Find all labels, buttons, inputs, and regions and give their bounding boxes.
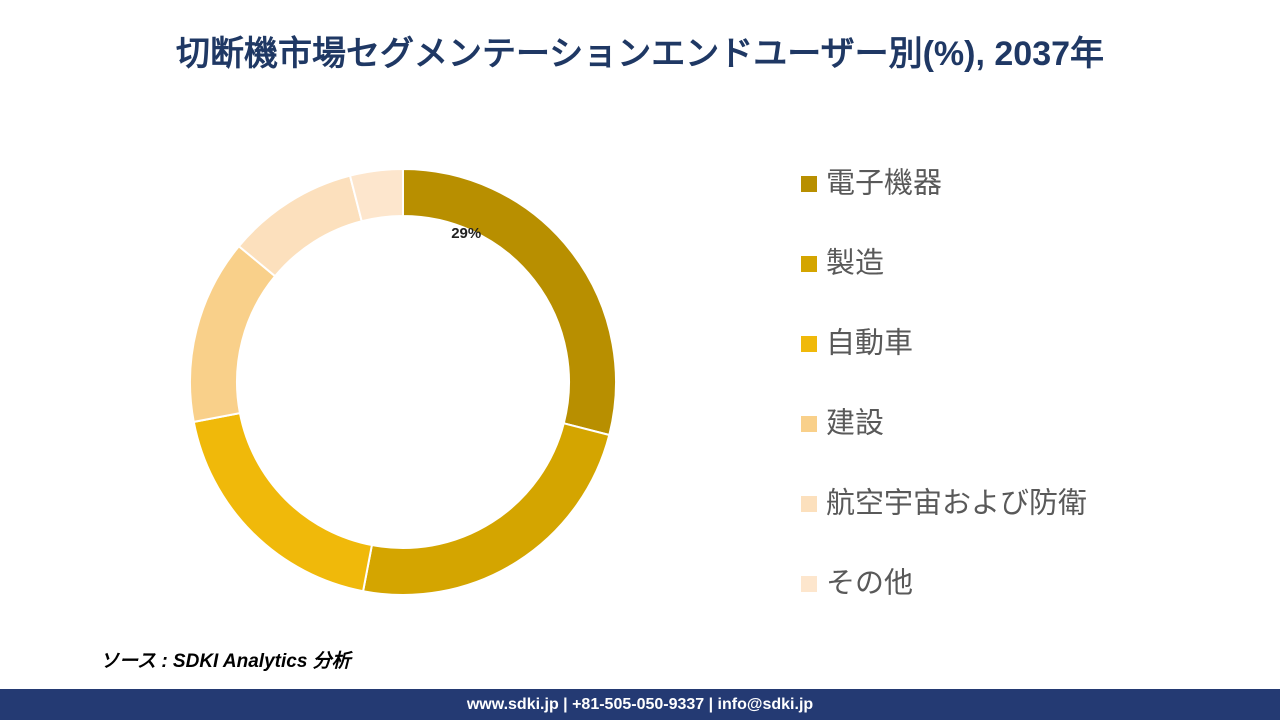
- donut-segment: [189, 244, 277, 424]
- source: ソース : SDKI Analytics 分析: [100, 651, 351, 672]
- legend-swatch: [801, 416, 817, 432]
- legend-swatch: [801, 336, 817, 352]
- legend-swatch: [801, 256, 817, 272]
- donut-segment: [402, 167, 617, 437]
- legend-label: 自動車: [826, 327, 913, 360]
- footer: www.sdki.jp | +81-505-050-9337 | info@sd…: [0, 689, 1280, 720]
- chart-title: 切断機市場セグメンテーションエンドユーザー別(%), 2037年: [175, 35, 1105, 73]
- legend-label: 建設: [826, 407, 884, 440]
- donut-segment: [361, 422, 611, 596]
- legend-label: 航空宇宙および防衛: [826, 487, 1087, 520]
- legend-label: その他: [826, 567, 913, 600]
- legend-swatch: [801, 576, 817, 592]
- donut-segment: [192, 411, 374, 593]
- legend-label: 電子機器: [826, 167, 942, 200]
- legend-swatch: [801, 176, 817, 192]
- donut-segment: [237, 174, 363, 278]
- legend-swatch: [801, 496, 817, 512]
- donut-segment: [348, 167, 404, 223]
- legend-label: 製造: [826, 247, 884, 280]
- data-label: 29%: [451, 225, 481, 242]
